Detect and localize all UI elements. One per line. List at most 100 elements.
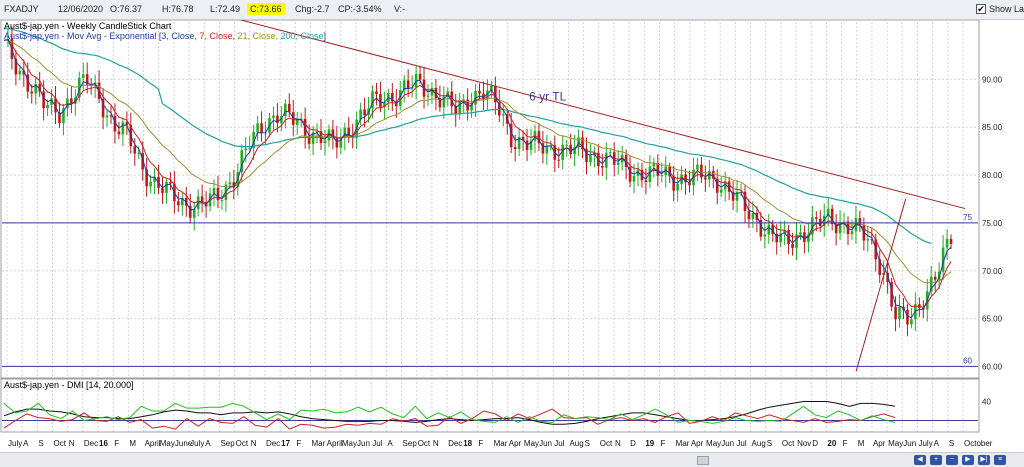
candle-body bbox=[153, 176, 156, 182]
candle-body bbox=[133, 146, 137, 154]
x-tick-label: July bbox=[190, 439, 204, 448]
candlesticks bbox=[6, 26, 953, 337]
candle-body bbox=[850, 231, 854, 235]
candle-body bbox=[866, 239, 870, 241]
candle-body bbox=[145, 169, 148, 187]
zoom-in-icon[interactable]: + bbox=[930, 455, 942, 465]
chart-area: 6 yr TL 75 60 90.00 85.00 80.00 75.00 70.00 6… bbox=[0, 20, 1003, 448]
x-tick-label: Oct bbox=[236, 439, 249, 448]
candle-body bbox=[581, 137, 584, 150]
x-tick-label: Dec bbox=[84, 439, 98, 448]
x-tick-label: Sep bbox=[220, 439, 235, 448]
candle-body bbox=[371, 91, 374, 109]
change-value: Chg:-2.7 bbox=[295, 4, 330, 14]
x-tick-label: 17 bbox=[281, 439, 290, 448]
show-last-label[interactable]: Show Last bbox=[989, 4, 1024, 14]
scroll-right-icon[interactable]: ▶ bbox=[962, 455, 974, 465]
candle-body bbox=[751, 212, 755, 220]
ma-21-line bbox=[3, 39, 952, 284]
candle-body bbox=[601, 166, 604, 168]
candle-body bbox=[561, 144, 565, 160]
x-tick-label: 20 bbox=[827, 439, 836, 448]
high-value: H:76.78 bbox=[162, 4, 194, 14]
x-tick-label: A bbox=[934, 439, 940, 448]
x-tick-label: A bbox=[387, 439, 393, 448]
candle-body bbox=[220, 199, 224, 201]
candle-body bbox=[200, 196, 204, 203]
x-tick-label: Mar bbox=[676, 439, 690, 448]
candle-body bbox=[929, 276, 933, 292]
y-tick-label: 60.00 bbox=[982, 362, 1003, 371]
zoom-out-icon[interactable]: − bbox=[946, 455, 958, 465]
candle-body bbox=[521, 136, 525, 141]
candle-body bbox=[878, 259, 882, 276]
gridlines bbox=[2, 22, 978, 432]
candle-body bbox=[192, 208, 196, 218]
candle-body bbox=[458, 101, 461, 115]
candle-body bbox=[589, 155, 592, 163]
candle-body bbox=[252, 131, 255, 149]
time-scrollbar[interactable]: ◀ + − ▶ ▶| ≡ bbox=[0, 452, 1024, 467]
candle-body bbox=[941, 247, 945, 272]
chart-settings-icon[interactable]: ≡ bbox=[994, 455, 1006, 465]
candle-body bbox=[383, 102, 386, 108]
candle-body bbox=[894, 306, 897, 320]
ma-legend-prefix: Aust$-jap.yen - Mov Avg - Exponential [ bbox=[4, 31, 162, 41]
candle-body bbox=[438, 97, 442, 108]
scrollbar-thumb[interactable] bbox=[697, 456, 709, 465]
x-tick-label: 16 bbox=[99, 439, 108, 448]
price-pane-frame bbox=[0, 20, 980, 379]
candle-body bbox=[818, 218, 822, 226]
x-tick-label: F bbox=[478, 439, 483, 448]
candle-body bbox=[763, 234, 767, 237]
plus-di-line bbox=[3, 402, 896, 424]
date-label: 12/06/2020 bbox=[58, 4, 104, 14]
x-tick-label: Apr bbox=[509, 439, 522, 448]
candle-body bbox=[248, 148, 251, 150]
moving-average-legend: Aust$-jap.yen - Mov Avg - Exponential [3… bbox=[4, 31, 326, 41]
candle-body bbox=[513, 147, 517, 150]
scroll-end-icon[interactable]: ▶| bbox=[978, 455, 990, 465]
candle-body bbox=[430, 87, 434, 96]
candle-body bbox=[434, 87, 438, 98]
candle-body bbox=[335, 138, 339, 148]
x-tick-label: Oct bbox=[600, 439, 613, 448]
candle-body bbox=[113, 115, 117, 132]
candle-body bbox=[731, 191, 735, 201]
candle-body bbox=[886, 272, 889, 282]
candle-body bbox=[339, 137, 343, 148]
candle-body bbox=[260, 123, 263, 134]
candle-body bbox=[256, 123, 259, 132]
candle-body bbox=[30, 91, 34, 94]
candle-body bbox=[890, 281, 893, 307]
candle-body bbox=[759, 219, 763, 237]
open-value: O:76.37 bbox=[110, 4, 143, 14]
chart-title: Aust$-jap.yen - Weekly CandleStick Chart bbox=[4, 21, 172, 31]
ma-3-line bbox=[3, 39, 952, 319]
quote-bar: FXADJY 12/06/2020 O:76.37 H:76.78 L:72.4… bbox=[0, 0, 1024, 20]
candle-body bbox=[161, 187, 164, 193]
candle-body bbox=[771, 224, 775, 234]
candle-body bbox=[42, 91, 45, 109]
candle-body bbox=[577, 137, 580, 148]
x-tick-label: Oct bbox=[418, 439, 431, 448]
support-trendline bbox=[855, 198, 907, 372]
candle-body bbox=[910, 319, 913, 325]
candle-body bbox=[442, 96, 446, 108]
x-tick-label: Aug bbox=[752, 439, 766, 448]
x-tick-label: M bbox=[858, 439, 865, 448]
candle-body bbox=[272, 115, 275, 119]
candle-body bbox=[212, 188, 216, 194]
x-tick-label: 19 bbox=[645, 439, 654, 448]
candle-body bbox=[795, 234, 798, 248]
candle-body bbox=[640, 169, 644, 181]
candle-body bbox=[470, 104, 473, 111]
candle-body bbox=[906, 309, 909, 325]
candle-body bbox=[704, 177, 707, 180]
y-tick-label: 70.00 bbox=[982, 267, 1003, 276]
candle-body bbox=[585, 149, 588, 163]
y-tick-label: 80.00 bbox=[982, 171, 1003, 180]
show-last-checkbox[interactable]: ✔ bbox=[976, 4, 986, 14]
candle-body bbox=[34, 83, 37, 94]
scroll-left-icon[interactable]: ◀ bbox=[914, 455, 926, 465]
